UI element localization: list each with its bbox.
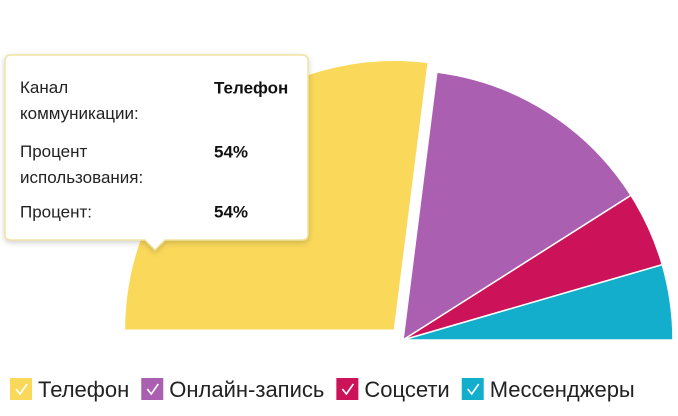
slice [402,71,633,342]
legend: Телефон Онлайн-запись Соцсети Мессенджеры [10,377,635,402]
tooltip-value: 54% [214,142,248,161]
legend-check [467,383,480,396]
tooltip-label: Процент использования: [20,142,143,187]
tooltip-label: Процент: [20,202,92,221]
legend-label: Онлайн-запись [169,377,324,402]
legend-swatch [461,378,484,400]
legend-swatch [141,378,164,400]
tooltip: Канал коммуникации: Телефон Процент использо… [4,54,309,252]
legend-swatch [336,378,359,400]
tooltip-value: Телефон [214,78,288,97]
legend-check [341,383,355,396]
legend-check [15,383,28,396]
slice [402,263,674,341]
legend-label: Телефон [38,377,129,402]
tooltip-label: Канал коммуникации: [20,78,139,123]
legend-label: Соцсети [364,377,449,402]
legend-label: Мессенджеры [490,377,635,402]
tooltip-box [4,54,309,252]
legend-swatch [10,378,32,400]
tooltip-value: 54% [214,202,248,221]
legend-check [146,383,159,396]
